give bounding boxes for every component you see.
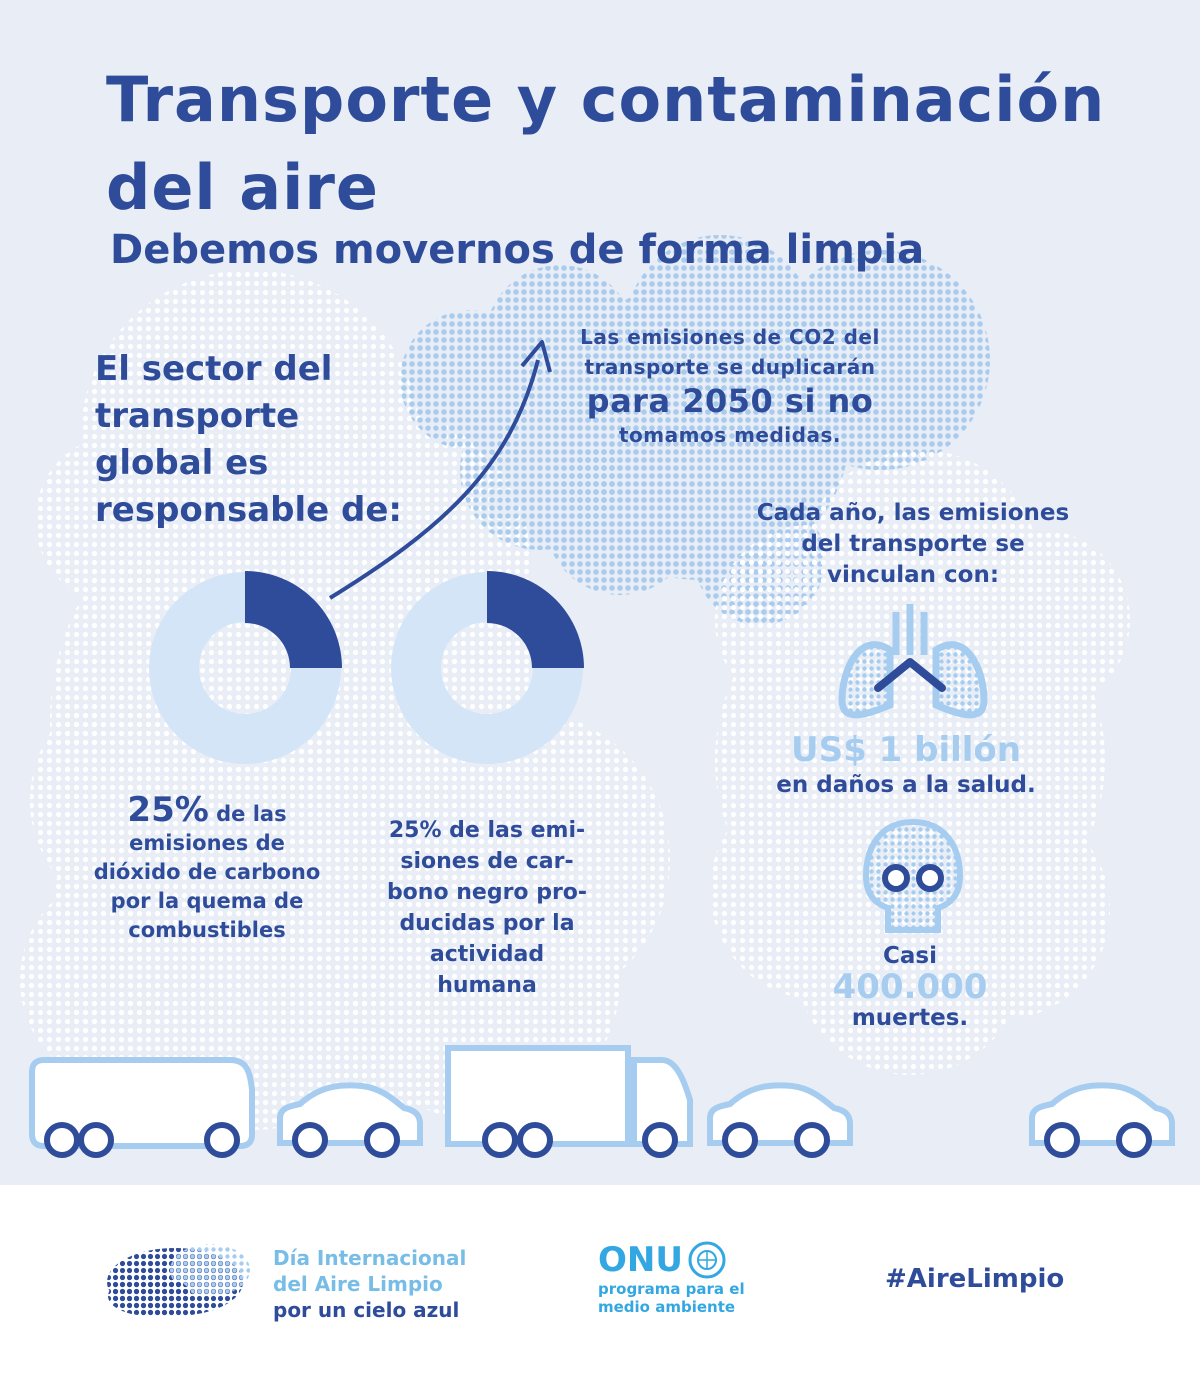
black-carbon-text-4: ducidas por la: [399, 911, 575, 936]
yearly-line-3: vinculan con:: [826, 562, 1000, 588]
event-line-1: Día Internacional: [273, 1246, 467, 1270]
co2-stat-text-1: de las: [208, 802, 287, 826]
van-icon: [29, 1057, 255, 1158]
lungs-icon: [838, 604, 988, 719]
org-line-2: medio ambiente: [598, 1298, 736, 1316]
donut-co2-share: [245, 571, 342, 668]
page-subtitle: Debemos movernos de forma limpia: [110, 227, 925, 273]
co2-stat-text-5: combustibles: [128, 918, 286, 942]
left-cloud: [20, 270, 670, 1130]
co2-stat-text-3: dióxido de carbono: [93, 860, 321, 884]
car-icon: [707, 1082, 853, 1158]
deaths-prefix: Casi: [883, 943, 937, 969]
sector-line-1: El sector del: [95, 349, 333, 389]
page-title: Transporte y contaminación del aire: [106, 56, 1105, 232]
co2-line-1: Las emisiones de CO2 del: [580, 325, 880, 349]
yearly-line-2: del transporte se: [801, 531, 1025, 557]
title-line-1: Transporte y contaminación: [106, 63, 1106, 136]
co2-line-2: transporte se duplicarán: [584, 355, 876, 379]
clean-air-day-label: Día Internacional del Aire Limpio por un…: [273, 1245, 466, 1323]
co2-stat-text-4: por la quema de: [110, 889, 304, 913]
co2-line-3: para 2050 si no: [586, 382, 874, 420]
co2-line-4: tomamos medidas.: [619, 423, 841, 447]
co2-projection: Las emisiones de CO2 del transporte se d…: [545, 322, 915, 450]
hashtag: #AireLimpio: [885, 1264, 1065, 1294]
donut-black-carbon: [391, 571, 584, 764]
car-icon: [1029, 1082, 1175, 1158]
donut-co2: [149, 571, 342, 764]
black-carbon-text-2: siones de car-: [400, 849, 574, 874]
org-line-1: programa para el: [598, 1280, 745, 1298]
black-carbon-text-1: 25% de las emi-: [388, 818, 586, 843]
event-line-2: del Aire Limpio: [273, 1272, 443, 1296]
truck-icon: [445, 1045, 693, 1158]
black-carbon-text-6: humana: [437, 973, 537, 998]
health-cost-text: en daños a la salud.: [776, 772, 1036, 798]
sector-line-2: transporte: [95, 396, 300, 436]
black-carbon-stat: 25% de las emi- siones de car- bono negr…: [362, 815, 612, 1001]
right-cloud: [710, 450, 1130, 1075]
health-cost: US$ 1 billón en daños a la salud.: [736, 730, 1076, 800]
unep-emblem-icon: [688, 1241, 726, 1279]
yearly-heading: Cada año, las emisiones del transporte s…: [728, 498, 1098, 591]
donut-black-carbon-share: [487, 571, 584, 668]
car-icon: [277, 1082, 423, 1158]
yearly-line-1: Cada año, las emisiones: [756, 500, 1070, 526]
title-line-2: del aire: [106, 151, 379, 224]
deaths-text: muertes.: [851, 1005, 969, 1031]
deaths-value: 400.000: [832, 967, 988, 1007]
black-carbon-text-3: bono negro pro-: [386, 880, 588, 905]
black-carbon-text-5: actividad: [429, 942, 545, 967]
clean-air-day-logo: [107, 1244, 250, 1316]
co2-stat-text-2: emisiones de: [129, 831, 285, 855]
co2-stat-value: 25%: [127, 790, 209, 830]
event-line-3: por un cielo azul: [273, 1298, 460, 1322]
sector-line-4: responsable de:: [95, 490, 403, 530]
unep-logo: ONU programa para el medio ambiente: [598, 1240, 745, 1316]
trend-arrow-icon: [328, 340, 552, 600]
skull-icon: [862, 818, 964, 933]
sector-line-3: global es: [95, 443, 269, 483]
health-cost-value: US$ 1 billón: [791, 730, 1021, 770]
org-name: ONU: [598, 1240, 683, 1280]
deaths-stat: Casi 400.000 muertes.: [800, 942, 1020, 1032]
co2-stat: 25% de las emisiones de dióxido de carbo…: [72, 793, 342, 945]
sector-heading: El sector del transporte global es respo…: [95, 346, 402, 534]
